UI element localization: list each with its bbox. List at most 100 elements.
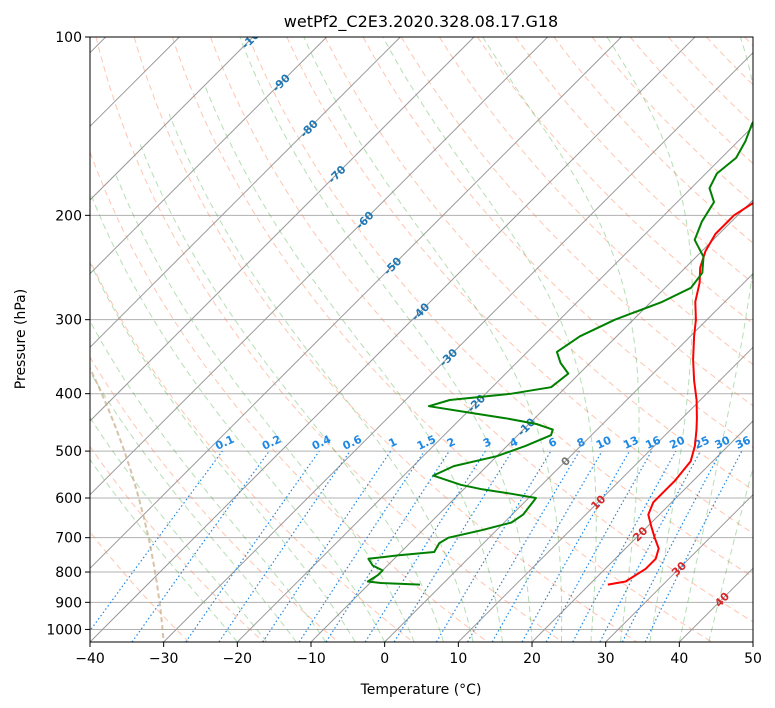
isotherm-line: [310, 199, 753, 642]
mixing-ratio-label: 1.5: [415, 433, 438, 453]
isotherm-line: [605, 493, 753, 642]
dry-adiabat: [133, 37, 638, 642]
moist-adiabat: [678, 37, 753, 642]
mixing-ratio-label: 0.4: [310, 433, 333, 453]
mixing-ratio-line: [393, 450, 513, 642]
moist-adiabat: [482, 37, 640, 642]
isotherm-line: [752, 641, 753, 642]
mixing-ratio-label: 10: [594, 433, 614, 451]
moist-adiabat: [90, 320, 327, 642]
x-tick-label: −30: [149, 651, 179, 667]
x-tick-label: 50: [744, 651, 762, 667]
mixing-ratio-line: [545, 450, 653, 642]
moist-adiabat: [90, 370, 297, 642]
y-tick-label: 500: [55, 444, 82, 460]
mixing-ratio-line: [521, 450, 631, 642]
mixing-ratio-line: [466, 450, 580, 642]
mixing-ratio-label: 0.2: [260, 433, 283, 453]
moist-adiabat: [382, 37, 597, 642]
x-axis-label: Temperature (°C): [360, 682, 482, 698]
temperature-profile: [607, 201, 753, 586]
mixing-ratio-line: [572, 450, 677, 642]
dry-adiabat: [744, 37, 753, 47]
mixing-ratio-line: [364, 450, 486, 642]
dry-adiabat: [90, 445, 264, 642]
mixing-ratio-line: [644, 450, 743, 642]
moist-adiabat: [90, 261, 356, 642]
mixing-ratio-label: 0.6: [341, 433, 364, 453]
mixing-ratio-label: 36: [733, 433, 753, 451]
plot-area: 0.1 0.2 0.4 0.6 1 1.5 2 3 4 6 8 10 13 16 20 25 30 36-100-…: [90, 37, 753, 642]
dry-adiabat: [95, 37, 563, 642]
moist-adiabat: [90, 195, 386, 642]
y-tick-label: 1000: [46, 622, 82, 638]
dry-adiabat: [706, 37, 753, 86]
isotherm-line: [531, 420, 753, 642]
x-tick-label: 0: [380, 651, 389, 667]
y-tick-label: 600: [55, 491, 82, 507]
moist-adiabat: [203, 83, 503, 642]
mixing-ratio-label: 20: [668, 433, 688, 451]
dry-adiabat: [90, 259, 414, 642]
mixing-ratio-label: 25: [692, 434, 711, 452]
isotherm-line: [90, 37, 475, 422]
y-axis-label: Pressure (hPa): [13, 289, 29, 389]
mixing-ratio-line: [218, 450, 351, 642]
moist-adiabat: [303, 37, 563, 642]
dry-adiabat: [286, 37, 753, 534]
dry-adiabat: [90, 356, 339, 642]
isotherm-line: [163, 51, 753, 642]
axes: −40 −30 −20 −10 0 10 20 30 40 50 100 200 300 400 500 60…: [46, 30, 762, 667]
isotherm-line: [457, 346, 753, 642]
moist-adiabat: [239, 37, 533, 642]
x-tick-label: 20: [523, 651, 541, 667]
x-tick-label: −10: [296, 651, 326, 667]
chart-title: wetPf2_C2E3.2020.328.08.17.G18: [284, 12, 558, 32]
x-tick-label: 10: [449, 651, 467, 667]
mixing-ratio-line: [599, 450, 702, 642]
mixing-ratio-label: 8: [575, 435, 587, 450]
y-tick-label: 800: [55, 565, 82, 581]
dry-adiabat: [248, 37, 753, 578]
x-tick-label: 40: [670, 651, 688, 667]
y-tick-label: 100: [55, 30, 82, 46]
mixing-ratio-label: 30: [713, 433, 733, 451]
isotherm-line: [90, 37, 622, 570]
isotherm-line: [90, 37, 696, 642]
isotherm-line: [90, 37, 254, 201]
moist-adiabat: [708, 465, 753, 642]
dry-adiabat: [668, 37, 753, 125]
x-tick-label: 30: [597, 651, 615, 667]
y-tick-label: 400: [55, 387, 82, 403]
mixing-ratio-line: [90, 450, 223, 632]
isotherm-line: [90, 37, 401, 349]
moist-adiabat: [90, 416, 268, 642]
mixing-ratio-line: [131, 450, 270, 642]
dry-adiabat: [324, 37, 753, 491]
mixing-ratio-label: 0.1: [213, 433, 236, 453]
y-tick-label: 700: [55, 531, 82, 547]
mixing-ratio-label: 13: [621, 434, 640, 452]
dry-adiabat: [553, 37, 753, 244]
dewpoint-profile: [366, 120, 753, 586]
x-tick-label: −40: [75, 651, 105, 667]
mixing-ratio-label: 3: [481, 435, 493, 450]
x-tick-label: −20: [223, 651, 253, 667]
isotherm-line: [90, 37, 328, 275]
moist-adiabat: [90, 458, 238, 642]
mixing-ratio-line: [325, 450, 450, 642]
y-tick-label: 200: [55, 208, 82, 224]
y-tick-label: 300: [55, 313, 82, 329]
dry-adiabat: [171, 37, 712, 642]
isotherm-line: [384, 272, 753, 642]
dry-adiabat: [400, 37, 753, 407]
mixing-ratio-line: [298, 450, 425, 642]
plot-frame: [89, 36, 754, 643]
mixing-ratio-label: 1: [387, 435, 399, 450]
y-tick-label: 900: [55, 595, 82, 611]
isotherm-line: [90, 37, 549, 496]
mixing-ratio-line: [262, 450, 392, 642]
mixing-ratio-label: 2: [445, 435, 457, 450]
moist-adiabat: [606, 37, 694, 642]
